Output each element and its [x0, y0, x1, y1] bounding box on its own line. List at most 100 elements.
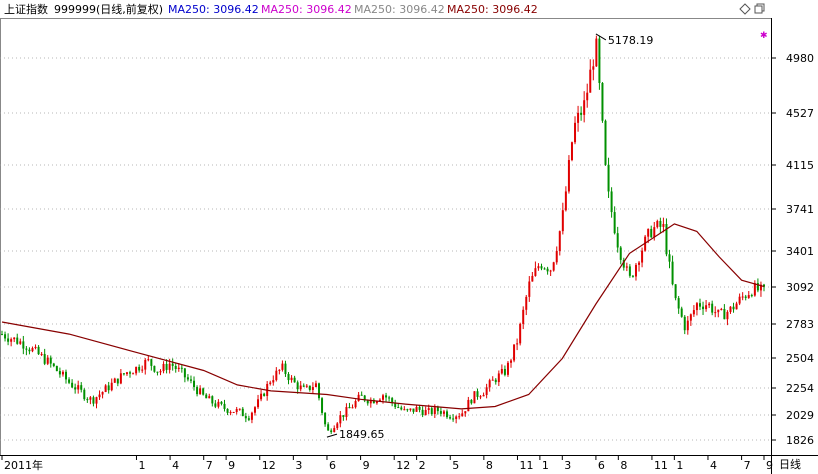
candle-body: [92, 397, 95, 404]
candle-body: [186, 377, 189, 380]
candle-body: [308, 385, 311, 390]
candle-body: [77, 385, 80, 390]
candle-body: [7, 338, 10, 342]
candle-body: [427, 408, 430, 411]
index-name: 上证指数: [4, 2, 48, 16]
candle-body: [220, 401, 223, 404]
x-tick-label: 6: [329, 459, 336, 472]
candle-body: [1, 334, 3, 336]
candle-body: [110, 382, 113, 391]
candle-body: [516, 343, 519, 345]
candle-body: [546, 268, 549, 272]
chart-header: 上证指数 999999(日线,前复权) MA250: 3096.42 MA250:…: [4, 2, 538, 16]
candle-body: [202, 388, 205, 395]
candle-body: [418, 406, 421, 410]
candle-body: [135, 366, 138, 374]
candle-body: [238, 408, 241, 410]
candle-body: [360, 394, 363, 396]
candle-body: [156, 371, 159, 373]
restore-window-icon[interactable]: [754, 3, 765, 14]
candle-body: [61, 371, 64, 375]
y-axis-ticks: 4980 4527 4115 3741 3401 3092 2783 2504 2254 2029…: [771, 52, 814, 447]
candle-body: [577, 112, 580, 123]
candle-body: [13, 337, 16, 340]
candle-body: [125, 372, 128, 375]
candle-body: [357, 394, 360, 402]
candle-body: [442, 411, 445, 414]
candle-body: [327, 424, 330, 431]
candle-body: [375, 401, 378, 404]
candle-body: [144, 359, 147, 370]
plot-frame: [0, 18, 772, 456]
x-tick-label: 1: [676, 459, 683, 472]
candle-body: [278, 369, 281, 371]
candle-body: [433, 407, 436, 415]
candle-body: [610, 191, 613, 213]
candle-body: [759, 284, 762, 291]
period-label[interactable]: 日线: [779, 457, 801, 471]
candle-body: [583, 100, 586, 115]
candle-body: [485, 387, 488, 395]
candle-body: [287, 374, 290, 381]
candle-body: [601, 82, 604, 121]
candle-body: [241, 408, 244, 417]
candle-body: [28, 349, 31, 352]
candle-body: [68, 379, 71, 383]
candle-body: [628, 266, 631, 276]
candle-body: [177, 367, 180, 369]
candle-body: [235, 408, 238, 413]
candle-body: [150, 359, 153, 366]
candle-body: [208, 396, 211, 399]
candle-body: [217, 401, 220, 407]
y-tick-label: 1826: [786, 434, 814, 447]
x-tick-label: 5: [452, 459, 459, 472]
candle-body: [711, 303, 714, 313]
candle-body: [339, 415, 342, 424]
candle-body: [616, 233, 619, 248]
y-tick-label: 4527: [786, 107, 814, 120]
ma-legend-item: MA250: 3096.42: [354, 3, 445, 16]
candle-body: [479, 396, 482, 398]
candle-body: [366, 400, 369, 404]
candle-body: [260, 393, 263, 400]
candle-body: [290, 377, 293, 381]
candle-body: [692, 310, 695, 315]
candle-body: [653, 227, 656, 238]
candle-body: [74, 387, 77, 390]
candle-body: [409, 408, 412, 410]
x-tick-label: 11: [654, 459, 668, 472]
candle-body: [345, 407, 348, 418]
y-tick-label: 3741: [786, 203, 814, 216]
candle-body: [406, 409, 409, 411]
candle-body: [500, 368, 503, 374]
candle-body: [180, 367, 183, 369]
marker-icon: ✱: [760, 31, 768, 41]
x-tick-label: 8: [620, 459, 627, 472]
candle-body: [561, 210, 564, 232]
candle-body: [302, 385, 305, 387]
candle-body: [382, 395, 384, 400]
candle-body: [171, 363, 174, 366]
candle-body: [385, 395, 388, 398]
candle-body: [549, 270, 552, 272]
diamond-icon[interactable]: [739, 3, 751, 15]
candle-body: [528, 281, 531, 297]
candle-body: [680, 308, 683, 317]
candle-body: [80, 385, 83, 390]
candle-body: [753, 283, 756, 296]
candle-body: [122, 373, 125, 375]
x-tick-label: 1: [138, 459, 145, 472]
candle-body: [756, 283, 759, 291]
ma-legend-item: MA250: 3096.42: [168, 3, 259, 16]
code-label: 999999(日线,前复权): [54, 2, 163, 16]
candle-body: [467, 399, 470, 412]
candle-body: [19, 341, 22, 344]
candle-body: [330, 430, 333, 433]
candle-body: [461, 413, 464, 417]
x-tick-label: 9: [766, 459, 773, 472]
y-tick-label: 3401: [786, 245, 814, 258]
candle-body: [482, 394, 485, 397]
candle-body: [253, 407, 256, 413]
candle-body: [473, 391, 476, 404]
